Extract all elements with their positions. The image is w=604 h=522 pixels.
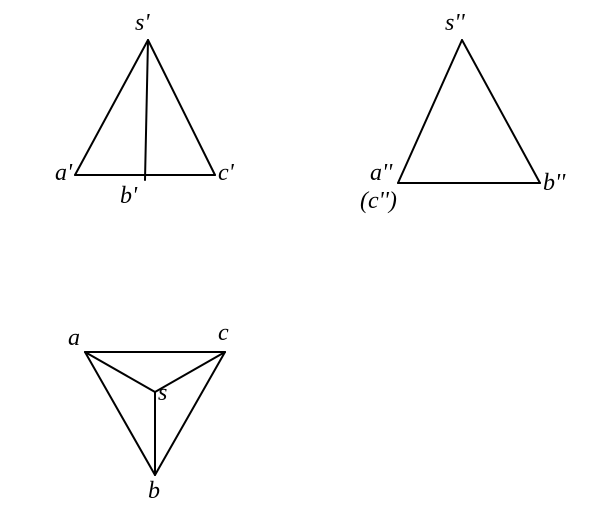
edge xyxy=(155,352,225,475)
diagram-canvas xyxy=(0,0,604,522)
edge xyxy=(75,40,148,175)
edge xyxy=(398,40,462,183)
edge xyxy=(145,40,148,180)
edge xyxy=(85,352,155,475)
edge xyxy=(148,40,215,175)
edge xyxy=(462,40,540,183)
